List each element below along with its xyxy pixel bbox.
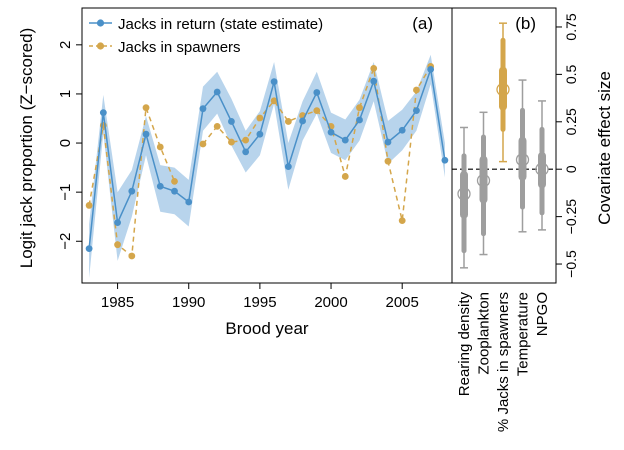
x-tick-label: 2000: [314, 294, 347, 311]
spawners-point: [398, 217, 406, 225]
state-estimate-point: [185, 198, 193, 206]
x-tick-label: 2005: [386, 294, 419, 311]
spawners-series: [85, 63, 435, 260]
state-estimate-point: [413, 107, 420, 115]
spawners-point: [341, 173, 349, 180]
y-axis-label: Logit jack proportion (Z−scored): [17, 28, 36, 268]
right-y-axis: −0.5 −0.25 0 0.25 0.5 0.75: [556, 13, 579, 278]
x-axis-label: Brood year: [225, 319, 308, 338]
legend-marker-state: [96, 19, 105, 27]
state-estimate-point: [370, 77, 378, 85]
state-estimate-line: [88, 69, 446, 249]
spawners-point: [356, 104, 363, 112]
y-tick-label: −2: [57, 233, 74, 250]
state-estimate-point: [427, 65, 435, 73]
spawners-point: [270, 97, 278, 105]
panel-b-frame: [451, 7, 557, 284]
right-y-tick-label: −0.5: [563, 250, 579, 278]
x-tick-label: 1995: [243, 294, 276, 311]
legend-label-state: Jacks in return (state estimate): [118, 16, 323, 33]
state-estimate-point: [114, 219, 121, 226]
spawners-point: [156, 143, 164, 151]
state-estimate-point: [242, 148, 250, 156]
spawners-point: [384, 157, 392, 165]
state-estimate-point: [299, 117, 306, 125]
y-tick-label: −1: [57, 184, 74, 201]
state-estimate-point: [128, 187, 136, 195]
x-tick-label: 1990: [172, 294, 205, 311]
state-estimate-confidence-band: [89, 54, 445, 279]
spawners-point: [171, 177, 178, 185]
spawners-point: [256, 114, 264, 122]
spawners-point: [413, 86, 420, 94]
legend: Jacks in return (state estimate) Jacks i…: [89, 16, 323, 56]
right-y-tick-label: 0.25: [563, 108, 579, 135]
effect-estimate: [496, 82, 510, 97]
covariate-label: Zooplankton: [476, 292, 493, 375]
legend-label-spawners: Jacks in spawners: [118, 39, 241, 56]
right-y-tick-label: 0.5: [563, 64, 579, 84]
state-estimate-point: [327, 128, 335, 136]
spawners-point: [85, 202, 93, 209]
state-estimate-point: [228, 118, 235, 125]
state-estimate-series: [85, 65, 449, 253]
spawners-point: [199, 140, 207, 148]
covariate-labels: Rearing density Zooplankton% Jacks in spa…: [456, 292, 551, 433]
state-estimate-point: [284, 163, 292, 171]
spawners-point: [370, 65, 378, 72]
effect-estimate: [457, 187, 471, 201]
legend-marker-spawners: [96, 42, 105, 50]
covariate-label: Rearing density: [456, 292, 473, 397]
covariate-label: NPGO: [534, 292, 551, 336]
spawners-point: [128, 252, 136, 260]
state-estimate-point: [99, 109, 107, 116]
state-estimate-point: [356, 116, 363, 124]
effect-estimate: [535, 162, 549, 176]
state-estimate-point: [441, 156, 449, 164]
state-estimate-point: [213, 88, 221, 96]
spawners-point: [284, 118, 292, 125]
covariate-label: Temperature: [515, 292, 532, 376]
x-axis: 1985 1990 1995 2000 2005: [101, 283, 419, 311]
effect-estimate: [515, 153, 530, 167]
spawners-point: [228, 138, 235, 146]
state-estimate-point: [398, 126, 406, 134]
state-estimate-point: [384, 138, 392, 146]
y-axis: −2 −1 0 1 2: [57, 41, 82, 250]
panel-b-tag: (b): [515, 14, 536, 33]
covariate-label: % Jacks in spawners: [495, 292, 512, 432]
state-estimate-point: [156, 182, 164, 190]
y-tick-label: 2: [57, 41, 74, 49]
state-estimate-point: [85, 245, 93, 253]
panel-b: −0.5 −0.25 0 0.25 0.5 0.75 Rearing density Zoo…: [451, 7, 614, 433]
panel-a-tag: (a): [412, 14, 433, 33]
y-tick-label: 0: [57, 139, 74, 147]
right-y-tick-label: 0.75: [563, 13, 579, 40]
spawners-point: [114, 241, 121, 249]
spawners-point: [213, 122, 221, 130]
state-estimate-point: [313, 89, 321, 96]
covariate-intervals: [457, 22, 549, 269]
spawners-point: [313, 107, 321, 115]
effect-estimate: [476, 173, 491, 188]
y-tick-label: 1: [57, 90, 74, 98]
state-estimate-point: [341, 136, 349, 144]
spawners-point: [242, 136, 250, 144]
right-y-axis-label: Covariate effect size: [595, 71, 614, 225]
right-y-tick-label: −0.25: [563, 199, 579, 235]
state-estimate-point: [256, 130, 264, 138]
state-estimate-point: [142, 130, 150, 138]
x-tick-label: 1985: [101, 294, 134, 311]
state-estimate-point: [199, 105, 207, 113]
spawners-point: [142, 104, 150, 112]
right-y-tick-label: 0: [563, 165, 579, 173]
state-estimate-point: [171, 187, 178, 195]
state-estimate-point: [270, 78, 278, 86]
